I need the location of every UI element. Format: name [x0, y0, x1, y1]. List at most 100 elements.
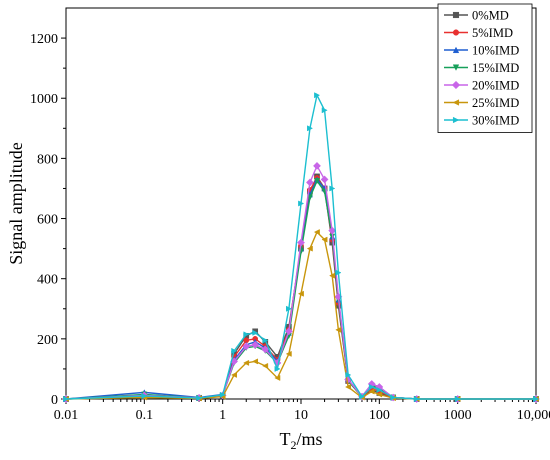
data-point [345, 371, 352, 378]
y-tick-label: 400 [37, 273, 58, 288]
data-point [141, 392, 148, 399]
data-point [533, 395, 540, 403]
data-point [284, 327, 293, 336]
legend: 0%MD 5%IMD 10%IMD 15%IMD 20%IMD 25%IMD 30%IMD [437, 3, 533, 133]
axis-ticks: 0.01 0.1 1 10 100 1000 10,000 0 200 400 600 800 1000… [30, 32, 550, 423]
data-point [219, 391, 226, 398]
data-point [262, 362, 269, 369]
data-point [262, 337, 269, 344]
legend-label: 10%IMD [472, 44, 519, 58]
data-point [305, 178, 314, 187]
data-point [368, 383, 375, 390]
data-point [231, 347, 238, 354]
data-point [252, 358, 259, 365]
legend-marker [451, 80, 461, 90]
data-point [321, 107, 328, 114]
x-tick-label: 1000 [444, 408, 472, 423]
legend-entry: 25%IMD [444, 96, 519, 110]
data-point [196, 395, 203, 402]
data-point [297, 290, 304, 297]
data-point [454, 395, 461, 403]
data-point [376, 386, 383, 393]
data-point [243, 331, 250, 338]
data-point [335, 269, 342, 276]
series-line [65, 174, 536, 400]
data-point [274, 365, 281, 372]
y-tick-label: 0 [51, 393, 58, 408]
y-tick-label: 800 [37, 152, 58, 167]
series-line [65, 176, 536, 400]
legend-entry: 20%IMD [444, 79, 519, 93]
legend-box [437, 3, 533, 133]
x-tick-label: 10 [294, 408, 308, 423]
y-tick-label: 1000 [30, 92, 58, 107]
data-point [252, 329, 259, 336]
data-point [313, 229, 320, 236]
data-point [345, 383, 352, 390]
data-point [297, 238, 305, 247]
data-point [329, 185, 336, 192]
data-point [313, 161, 321, 170]
data-point [242, 342, 251, 351]
data-point [335, 326, 342, 333]
series-line [65, 179, 536, 400]
data-point [320, 175, 329, 184]
data-point [286, 305, 293, 312]
legend-label: 15%IMD [472, 61, 519, 75]
data-point [63, 395, 70, 403]
data-point [230, 371, 237, 378]
legend-marker [452, 116, 460, 124]
legend-marker [452, 64, 460, 71]
data-point [298, 200, 305, 207]
series-line [65, 93, 536, 400]
series-10%IMD [62, 176, 540, 402]
legend-marker [452, 11, 460, 19]
x-axis-title-rest: /ms [296, 429, 322, 449]
data-point [274, 374, 281, 381]
legend-entry: 5%IMD [444, 26, 513, 40]
data-point [251, 340, 260, 349]
data-point [329, 272, 336, 279]
x-axis-title: T2/ms [279, 429, 322, 452]
legend-label: 5%IMD [472, 26, 513, 40]
legend-marker [452, 46, 460, 54]
series-30%IMD [63, 92, 540, 403]
data-point [413, 395, 420, 403]
legend-marker [452, 29, 460, 36]
legend-label: 30%IMD [472, 114, 519, 128]
y-tick-label: 200 [37, 333, 58, 348]
x-tick-label: 0.1 [136, 408, 154, 423]
legend-label: 0%MD [472, 9, 509, 23]
data-point [285, 350, 292, 357]
series-15%IMD [62, 178, 540, 403]
data-point [359, 393, 366, 400]
series-line [65, 230, 536, 400]
legend-entry: 15%IMD [444, 61, 519, 75]
data-point [313, 178, 320, 185]
data-point [376, 391, 383, 398]
data-point [307, 125, 314, 132]
y-tick-label: 600 [37, 213, 58, 228]
legend-entry: 30%IMD [444, 114, 519, 128]
y-tick-label: 1200 [30, 32, 58, 47]
series-line [65, 164, 536, 400]
data-point [243, 359, 250, 366]
series-line [65, 178, 536, 400]
x-axis-title-base: T [279, 429, 290, 449]
x-tick-label: 100 [369, 408, 390, 423]
y-axis-title: Signal amplitude [6, 142, 26, 264]
legend-entry: 0%MD [444, 9, 509, 23]
x-axis-title-sub: 2 [290, 438, 296, 452]
series-layer [62, 92, 540, 403]
x-tick-label: 10,000 [517, 408, 550, 423]
x-tick-label: 1 [219, 408, 226, 423]
legend-marker [452, 99, 460, 106]
legend-label: 25%IMD [472, 96, 519, 110]
data-point [390, 394, 397, 401]
data-point [306, 194, 313, 201]
data-point [306, 245, 313, 252]
legend-entry: 10%IMD [444, 44, 519, 58]
data-point [368, 388, 375, 395]
x-tick-label: 0.01 [54, 408, 79, 423]
